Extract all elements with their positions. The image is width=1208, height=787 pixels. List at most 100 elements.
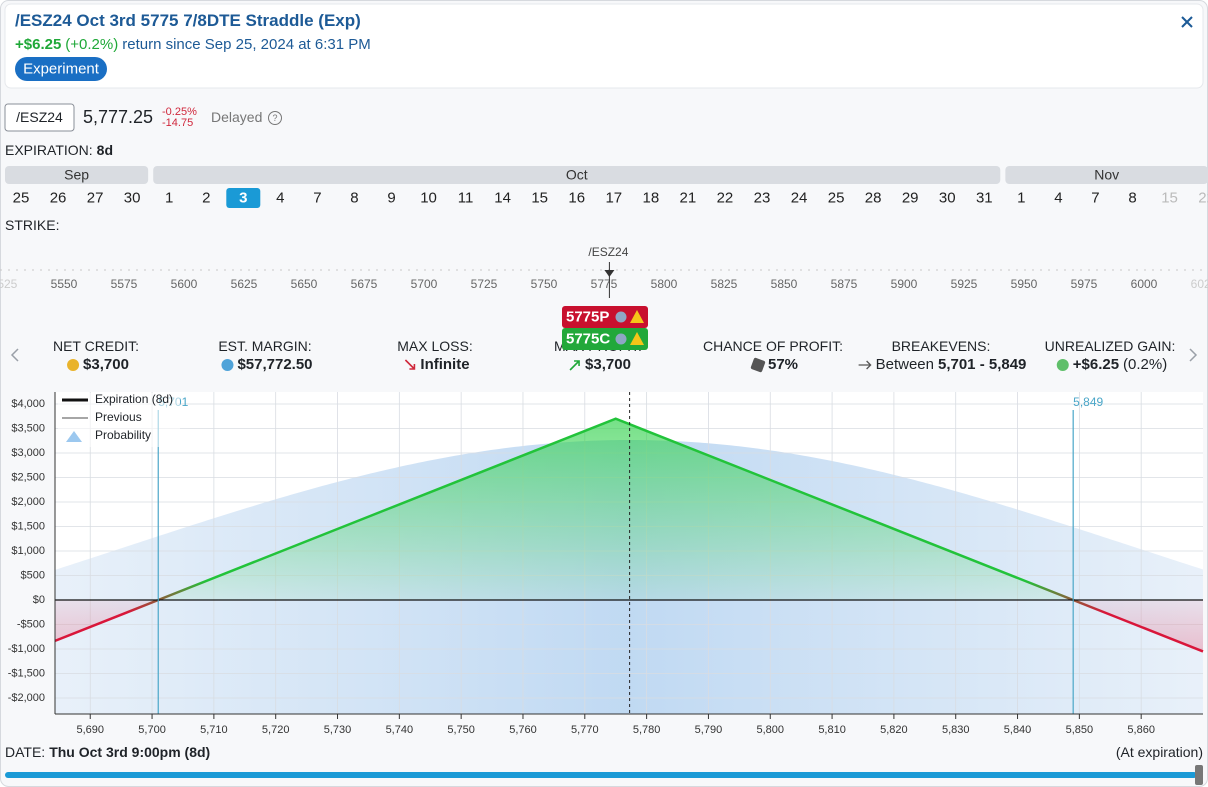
x-tick-label-part: 5,710 xyxy=(200,724,228,736)
expiration-day[interactable]: 1 xyxy=(165,189,173,206)
y-tick-label-part: $0 xyxy=(33,594,45,606)
expiration-day[interactable]: 30 xyxy=(939,189,956,206)
strike-tick-label[interactable]: 5950 xyxy=(1011,277,1038,291)
expiration-day[interactable]: 25 xyxy=(13,189,30,206)
x-tick-label: 5,820 xyxy=(880,724,908,736)
x-tick-label-part: 5,790 xyxy=(695,724,723,736)
expiration-day[interactable]: 15 xyxy=(1161,189,1178,206)
expiration-day[interactable]: 1 xyxy=(1017,189,1025,206)
expiration-day-part: 25 xyxy=(828,189,845,206)
date-slider[interactable] xyxy=(5,772,1197,778)
down-arrow-icon xyxy=(404,359,416,370)
x-tick-label: 5,800 xyxy=(756,724,784,736)
expiration-day[interactable]: 18 xyxy=(643,189,660,206)
expiration-day[interactable]: 3 xyxy=(239,189,247,206)
strike-tick-label-part: 5575 xyxy=(111,277,138,291)
money-bag-icon xyxy=(1056,359,1069,371)
legend-label: Probability xyxy=(95,428,151,442)
strike-tick-label[interactable]: 5650 xyxy=(291,277,318,291)
stat-value: $57,772.50 xyxy=(237,356,312,373)
strike-tick-label[interactable]: 5575 xyxy=(111,277,138,291)
strike-tick-label[interactable]: 5525 xyxy=(0,277,18,291)
close-button[interactable] xyxy=(1181,16,1193,28)
strike-tick-label[interactable]: 5625 xyxy=(231,277,258,291)
expiration-day[interactable]: 7 xyxy=(313,189,321,206)
expiration-day[interactable]: 17 xyxy=(605,189,622,206)
stat-value-part: Infinite xyxy=(420,356,469,373)
strike-tick-label[interactable]: 5825 xyxy=(711,277,738,291)
position-badge[interactable] xyxy=(562,306,648,328)
expiration-day[interactable]: 14 xyxy=(494,189,511,206)
expiration-day[interactable]: 15 xyxy=(531,189,548,206)
strike-tick-label[interactable]: 5900 xyxy=(891,277,918,291)
strike-tick-label[interactable]: 6025 xyxy=(1191,277,1208,291)
next-arrow[interactable] xyxy=(1189,348,1198,362)
expiration-day[interactable]: 22 xyxy=(717,189,734,206)
expiration-day[interactable]: 25 xyxy=(828,189,845,206)
expiration-day[interactable]: 7 xyxy=(1091,189,1099,206)
expiration-day[interactable]: 21 xyxy=(680,189,697,206)
x-tick-label: 5,830 xyxy=(942,724,970,736)
right-arrow-icon xyxy=(858,360,872,370)
strike-tick-label[interactable]: 5600 xyxy=(171,277,198,291)
strike-tick-label-part: 6000 xyxy=(1131,277,1158,291)
expiration-day[interactable]: 28 xyxy=(865,189,882,206)
stat-value: Between 5,701 - 5,849 xyxy=(876,356,1027,373)
expiration-day[interactable]: 29 xyxy=(902,189,919,206)
expiration-day[interactable]: 22 xyxy=(1198,189,1208,206)
y-tick-label-part: -$500 xyxy=(17,618,45,630)
expiration-label: EXPIRATION: 8d xyxy=(5,142,113,158)
expiration-day-part: 1 xyxy=(165,189,173,206)
expiration-label-part: 8d xyxy=(97,142,113,158)
help-icon[interactable] xyxy=(268,111,282,125)
expiration-day[interactable]: 24 xyxy=(791,189,808,206)
position-label: 5775P xyxy=(566,308,609,325)
prev-arrow[interactable] xyxy=(10,348,19,362)
x-tick-label: 5,780 xyxy=(633,724,661,736)
strike-tick-label-part: 5675 xyxy=(351,277,378,291)
strike-tick-label[interactable]: 5875 xyxy=(831,277,858,291)
expiration-day[interactable]: 4 xyxy=(1054,189,1062,206)
position-badge[interactable] xyxy=(562,328,648,350)
stat-label: BREAKEVENS: xyxy=(892,338,991,354)
strike-tick-label[interactable]: 6000 xyxy=(1131,277,1158,291)
strike-tick-label[interactable]: 5725 xyxy=(471,277,498,291)
expiration-day[interactable]: 10 xyxy=(420,189,437,206)
strike-tick-label[interactable]: 5975 xyxy=(1071,277,1098,291)
expiration-day[interactable]: 11 xyxy=(458,189,474,206)
strike-tick-label-part: 5850 xyxy=(771,277,798,291)
underlying-label-part: /ESZ24 xyxy=(588,245,628,259)
strike-tick-label-part: 5725 xyxy=(471,277,498,291)
expiration-day[interactable]: 8 xyxy=(1128,189,1136,206)
x-tick-label-part: 5,830 xyxy=(942,724,970,736)
stat-label-part: MAX LOSS: xyxy=(397,338,472,354)
expiration-day[interactable]: 8 xyxy=(350,189,358,206)
expiration-day[interactable]: 31 xyxy=(976,189,993,206)
date-slider-handle[interactable] xyxy=(1195,765,1203,785)
strike-tick-label[interactable]: 5850 xyxy=(771,277,798,291)
strike-tick-label[interactable]: 5550 xyxy=(51,277,78,291)
strike-tick-label[interactable]: 5925 xyxy=(951,277,978,291)
strike-tick-label[interactable]: 5700 xyxy=(411,277,438,291)
expiration-day[interactable]: 4 xyxy=(276,189,284,206)
expiration-day[interactable]: 26 xyxy=(50,189,67,206)
selected-day xyxy=(226,188,261,208)
strike-tick-label[interactable]: 5800 xyxy=(651,277,678,291)
symbol-input[interactable] xyxy=(4,103,75,132)
stat-label: UNREALIZED GAIN: xyxy=(1045,338,1176,354)
y-tick-label-part: $2,500 xyxy=(11,471,45,483)
expiration-day[interactable]: 9 xyxy=(387,189,395,206)
expiration-day[interactable]: 16 xyxy=(568,189,585,206)
strike-tick-label[interactable]: 5750 xyxy=(531,277,558,291)
expiration-day[interactable]: 2 xyxy=(202,189,210,206)
expiration-day[interactable]: 23 xyxy=(754,189,771,206)
expiration-day[interactable]: 30 xyxy=(124,189,141,206)
coin-icon xyxy=(67,359,80,371)
expiration-day-part: 15 xyxy=(1161,189,1178,206)
strike-tick-label[interactable]: 5675 xyxy=(351,277,378,291)
badge xyxy=(15,57,107,81)
date-note-part: (At expiration) xyxy=(1116,744,1203,760)
strike-tick-label[interactable]: 5775 xyxy=(591,277,618,291)
expiration-day[interactable]: 27 xyxy=(87,189,104,206)
